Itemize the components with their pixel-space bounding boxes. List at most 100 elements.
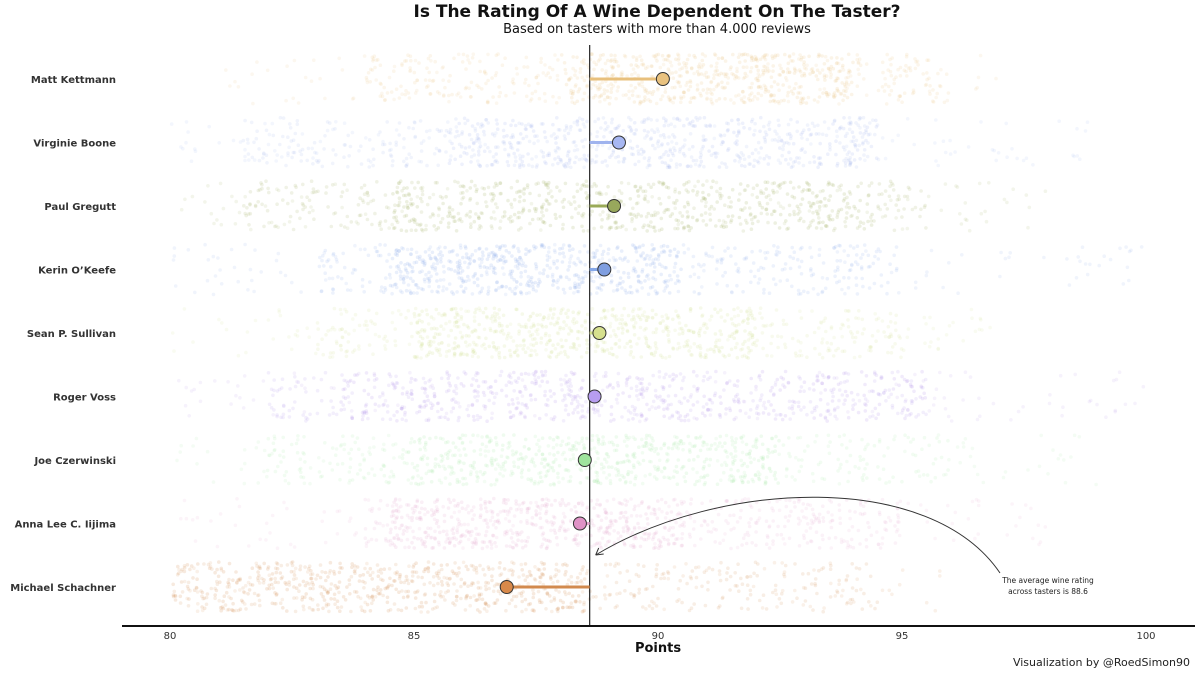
data-point [512,197,517,202]
data-point [595,85,600,90]
data-point [243,211,247,216]
data-point [809,68,814,72]
data-point [745,221,749,225]
data-point [428,92,432,96]
data-point [667,69,672,74]
data-point [193,149,198,153]
data-point [936,71,940,76]
data-point [315,388,320,393]
data-point [739,151,744,155]
data-point [388,141,392,146]
data-point [338,307,343,312]
data-point [560,260,565,264]
data-point [361,200,366,204]
data-point [759,211,764,216]
data-point [300,132,305,136]
data-point [555,78,560,82]
data-point [862,77,866,81]
data-point [463,146,468,150]
data-point [892,77,896,82]
data-point [862,148,867,152]
data-point [614,96,618,101]
data-point [637,279,641,284]
data-point [211,254,216,259]
data-point [888,57,892,62]
data-point [729,254,733,258]
data-point [1095,402,1099,407]
data-point [209,211,214,216]
data-point [608,155,612,159]
data-point [849,214,853,218]
data-point [913,66,918,71]
data-point [846,71,851,75]
data-point [590,209,594,214]
data-point [708,87,712,92]
data-point [366,416,370,421]
data-point [384,205,389,209]
data-point [460,336,464,340]
data-point [741,290,745,294]
data-point [406,283,411,287]
data-point [787,70,792,75]
data-point [647,156,652,160]
data-point [597,200,601,205]
data-point [742,188,747,193]
data-point [639,147,644,152]
data-point [848,192,853,196]
data-point [701,134,706,138]
data-point [678,163,682,167]
data-point [392,226,396,231]
data-point [802,219,806,224]
data-point [656,129,660,134]
data-point [479,289,484,294]
data-point [922,205,927,209]
data-point [267,221,271,225]
data-point [284,185,289,190]
data-point [608,324,612,329]
data-point [550,349,554,354]
data-point [558,189,562,193]
data-point [726,76,730,80]
data-point [654,312,658,317]
data-point [880,319,885,323]
data-point [343,330,348,334]
data-point [322,147,326,151]
data-point [555,116,559,120]
data-point [473,249,478,253]
data-point [472,141,476,146]
data-point [753,326,757,330]
data-point [629,344,633,349]
data-point [855,244,860,248]
data-point [371,147,375,151]
data-point [876,88,881,93]
data-point [495,280,499,285]
data-point [677,74,682,78]
data-point [941,139,946,143]
data-point [351,317,355,321]
data-point [863,158,867,163]
data-point [563,349,567,354]
data-point [716,310,720,315]
data-point [704,138,708,142]
data-point [855,84,860,88]
data-point [469,95,473,99]
data-point [272,378,277,382]
data-point [800,136,804,140]
data-point [524,127,528,132]
data-point [756,268,761,273]
data-point [682,90,687,95]
data-point [911,91,915,96]
data-point [469,222,473,226]
data-point [674,253,679,258]
data-point [616,125,620,129]
data-point [896,67,900,72]
data-point [719,257,723,262]
data-point [452,351,457,356]
data-point [575,55,579,60]
data-point [634,128,638,132]
data-point [477,137,481,142]
data-point [379,227,384,231]
data-point [553,157,557,161]
data-point [309,205,313,209]
data-point [822,62,827,66]
